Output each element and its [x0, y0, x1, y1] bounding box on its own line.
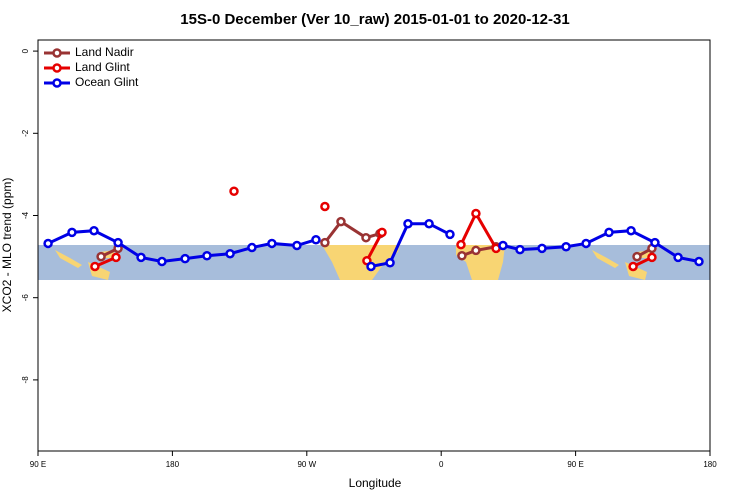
series-point: [537, 243, 547, 254]
series-point: [650, 237, 660, 248]
plot-frame: [37, 39, 711, 452]
series-point: [311, 234, 321, 245]
series-point: [456, 239, 466, 250]
series-line: [323, 219, 381, 244]
legend-marker: [52, 48, 62, 58]
series-point: [604, 227, 614, 238]
y-tick-label: 0: [21, 48, 30, 53]
series-point: [320, 201, 330, 212]
series-point: [247, 242, 257, 253]
legend-marker: [52, 63, 62, 73]
series-point: [445, 229, 455, 240]
series-point: [385, 258, 395, 268]
series-point: [111, 252, 121, 263]
series-point: [632, 251, 642, 262]
legend-label: Ocean Glint: [75, 75, 139, 89]
series-point: [89, 225, 99, 236]
series-point: [694, 256, 704, 267]
series-point: [377, 227, 387, 238]
series-point: [229, 186, 239, 196]
series-point: [336, 216, 346, 227]
series-point: [320, 237, 330, 248]
land: [55, 250, 115, 280]
y-tick-label: -2: [21, 129, 30, 137]
series-point: [498, 240, 508, 251]
series-line: [459, 210, 498, 250]
series-point: [471, 208, 481, 219]
x-tick-label: 0: [439, 460, 444, 469]
map-band: [38, 245, 710, 280]
series-point: [96, 251, 106, 262]
legend-marker: [52, 78, 62, 88]
series-point: [647, 252, 657, 263]
series-point: [361, 232, 371, 243]
series-point: [424, 218, 434, 229]
y-tick-label: -4: [21, 211, 30, 219]
legend-label: Land Glint: [75, 60, 130, 74]
series-point: [136, 252, 146, 263]
series-point: [292, 240, 302, 251]
series-point: [673, 252, 683, 263]
land: [322, 245, 400, 280]
x-tick-label: 90 E: [30, 460, 46, 469]
series-point: [225, 248, 235, 259]
series-point: [157, 256, 167, 267]
series-point: [626, 225, 636, 236]
series-point: [43, 238, 53, 249]
x-tick-label: 90 W: [297, 460, 316, 469]
y-tick-label: -6: [21, 294, 30, 302]
series-point: [113, 237, 123, 248]
x-tick-label: 90 E: [567, 460, 583, 469]
series-point: [267, 238, 277, 249]
series-point: [202, 251, 212, 261]
x-tick-label: 180: [703, 460, 717, 469]
series-line: [502, 229, 700, 264]
series-point: [403, 218, 413, 229]
series-point: [471, 245, 481, 256]
series-point: [581, 238, 591, 249]
x-axis-label: Longitude: [349, 476, 402, 490]
series-point: [180, 253, 190, 264]
y-tick-label: -8: [21, 376, 30, 384]
series-point: [628, 261, 638, 272]
series-point: [457, 251, 467, 261]
series-point: [515, 244, 525, 255]
series-point: [67, 227, 77, 238]
legend-label: Land Nadir: [75, 45, 134, 59]
y-axis-label: XCO2 - MLO trend (ppm): [0, 178, 14, 313]
series-point: [366, 261, 376, 272]
series-line: [365, 231, 384, 262]
x-tick-label: 180: [166, 460, 180, 469]
land: [592, 250, 652, 280]
series-point: [561, 241, 571, 252]
series-point: [90, 261, 100, 272]
chart-title: 15S-0 December (Ver 10_raw) 2015-01-01 t…: [180, 11, 569, 28]
